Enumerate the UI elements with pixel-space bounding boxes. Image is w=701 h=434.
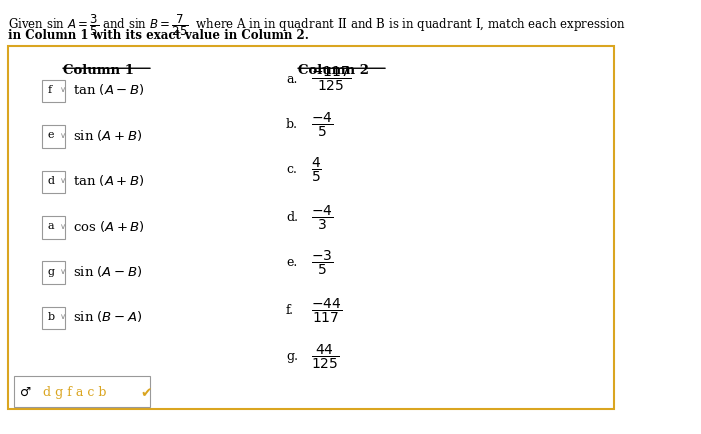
Text: sin $(A - B)$: sin $(A - B)$ <box>72 263 142 278</box>
Text: ✔: ✔ <box>140 385 152 399</box>
Text: $\dfrac{-3}{5}$: $\dfrac{-3}{5}$ <box>311 248 333 276</box>
Text: c.: c. <box>286 163 297 176</box>
Text: b.: b. <box>286 118 298 131</box>
Text: b: b <box>48 311 55 321</box>
FancyBboxPatch shape <box>41 126 65 148</box>
Text: $\dfrac{-4}{3}$: $\dfrac{-4}{3}$ <box>311 203 333 231</box>
Text: Given sin $A = \dfrac{3}{5}$ and sin $B = \dfrac{7}{25}$  where A in in quadrant: Given sin $A = \dfrac{3}{5}$ and sin $B … <box>8 12 625 38</box>
FancyBboxPatch shape <box>41 81 65 103</box>
Text: ∨: ∨ <box>60 176 67 185</box>
Text: a.: a. <box>286 72 297 85</box>
Text: Column 2: Column 2 <box>298 64 369 77</box>
FancyBboxPatch shape <box>41 217 65 239</box>
Text: $\dfrac{44}{125}$: $\dfrac{44}{125}$ <box>311 342 339 370</box>
Text: $\dfrac{-117}{125}$: $\dfrac{-117}{125}$ <box>311 65 350 93</box>
Text: sin $(B - A)$: sin $(B - A)$ <box>72 309 142 324</box>
Text: d: d <box>48 175 55 185</box>
Text: ∨: ∨ <box>60 85 67 94</box>
Text: sin $(A + B)$: sin $(A + B)$ <box>72 128 142 142</box>
FancyBboxPatch shape <box>14 377 150 407</box>
Text: ♂: ♂ <box>20 385 31 398</box>
Text: $\dfrac{4}{5}$: $\dfrac{4}{5}$ <box>311 155 322 184</box>
Text: ∨: ∨ <box>60 312 67 321</box>
Text: ∨: ∨ <box>60 131 67 140</box>
Text: e.: e. <box>286 256 297 269</box>
Text: ∨: ∨ <box>60 221 67 230</box>
Text: tan $(A + B)$: tan $(A + B)$ <box>72 173 144 188</box>
Text: $\dfrac{-44}{117}$: $\dfrac{-44}{117}$ <box>311 296 342 324</box>
Text: f.: f. <box>286 303 294 316</box>
Text: f: f <box>48 85 52 95</box>
Text: cos $(A + B)$: cos $(A + B)$ <box>72 218 144 233</box>
Text: e: e <box>48 130 54 140</box>
Text: $\dfrac{-4}{5}$: $\dfrac{-4}{5}$ <box>311 110 333 138</box>
FancyBboxPatch shape <box>41 262 65 284</box>
FancyBboxPatch shape <box>41 171 65 194</box>
Text: tan $(A - B)$: tan $(A - B)$ <box>72 82 144 97</box>
Text: g.: g. <box>286 349 298 362</box>
Text: ∨: ∨ <box>60 266 67 276</box>
FancyBboxPatch shape <box>41 307 65 329</box>
Text: d.: d. <box>286 210 298 224</box>
Text: Column 1: Column 1 <box>63 64 134 77</box>
FancyBboxPatch shape <box>8 47 613 409</box>
Text: a: a <box>48 220 55 230</box>
Text: in Column 1 with its exact value in Column 2.: in Column 1 with its exact value in Colu… <box>8 30 308 43</box>
Text: g: g <box>48 266 55 276</box>
Text: d g f a c b: d g f a c b <box>43 385 107 398</box>
